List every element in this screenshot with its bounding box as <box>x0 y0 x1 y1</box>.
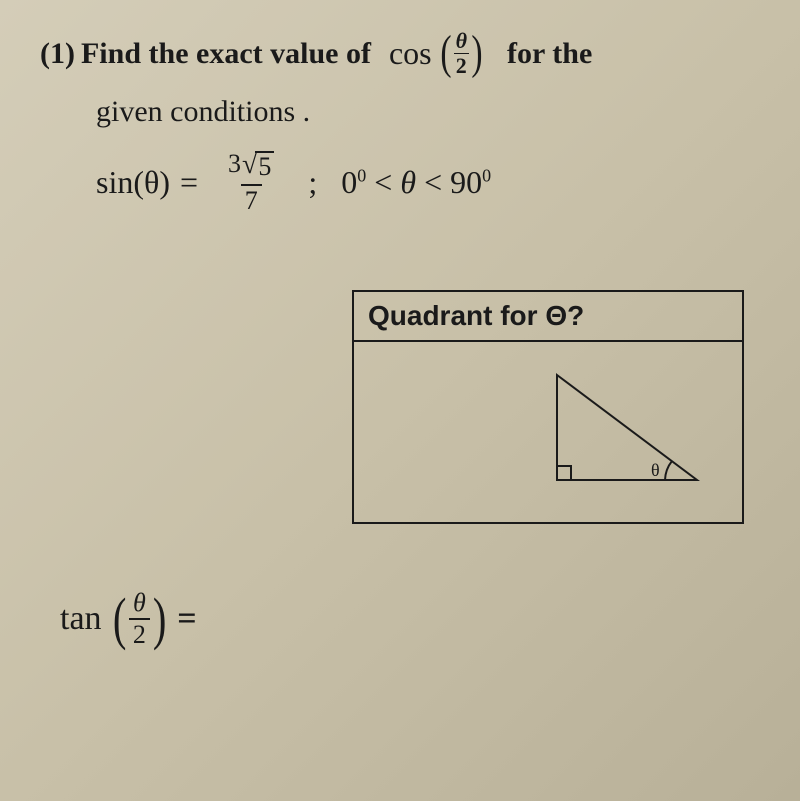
problem-number: (1) <box>40 37 75 71</box>
lparen: ( <box>440 34 451 72</box>
theta-over-2: θ 2 <box>454 30 469 77</box>
triangle-shape <box>557 375 697 480</box>
sin-denominator: 7 <box>241 184 262 214</box>
prompt-text-1: Find the exact value of <box>81 37 371 71</box>
prompt-line-1: (1) Find the exact value of cos ( θ 2 ) … <box>40 30 760 77</box>
cos-label: cos <box>389 35 432 72</box>
triangle-diagram: θ <box>542 360 712 495</box>
theta-over-2-b: θ 2 <box>129 590 150 648</box>
quadrant-box: Quadrant for Θ? θ <box>352 290 744 524</box>
sin-numerator: 3 √ 5 <box>224 151 278 184</box>
equals-2: = <box>177 600 196 638</box>
lt-1: < <box>374 164 392 201</box>
prompt-text-2: for the <box>507 37 592 71</box>
quadrant-header: Quadrant for Θ? <box>354 292 742 342</box>
range-ninety: 900 <box>450 164 491 201</box>
range-zero: 00 <box>341 164 366 201</box>
sin-value-fraction: 3 √ 5 7 <box>224 151 278 214</box>
prompt-line-2: given conditions . <box>96 95 760 129</box>
rparen-2: ) <box>153 596 167 642</box>
given-condition: sin(θ) = 3 √ 5 7 ; 00 < θ < 900 <box>96 151 760 214</box>
semicolon: ; <box>308 164 317 201</box>
sqrt-5: √ 5 <box>242 151 274 182</box>
angle-arc <box>665 461 672 480</box>
coeff-3: 3 <box>228 151 241 177</box>
tan-num: θ <box>129 590 150 618</box>
rparen: ) <box>471 34 482 72</box>
half-num: θ <box>454 30 469 53</box>
half-angle-arg: ( θ 2 ) <box>438 30 485 77</box>
tan-arg: ( θ 2 ) <box>110 590 170 648</box>
tan-label: tan <box>60 600 102 638</box>
theta-var: θ <box>400 164 416 201</box>
quadrant-body: θ <box>354 342 742 522</box>
answer-prompt: tan ( θ 2 ) = <box>60 590 197 648</box>
right-angle-mark <box>557 466 571 480</box>
tan-den: 2 <box>129 618 150 648</box>
lparen-2: ( <box>112 596 126 642</box>
radicand-5: 5 <box>255 151 274 182</box>
range-expression: 00 < θ < 900 <box>341 164 491 201</box>
worksheet-page: (1) Find the exact value of cos ( θ 2 ) … <box>0 0 800 244</box>
angle-theta-label: θ <box>651 460 660 480</box>
equals-1: = <box>180 164 198 201</box>
sin-theta: sin(θ) <box>96 164 170 201</box>
lt-2: < <box>424 164 442 201</box>
half-den: 2 <box>454 53 469 77</box>
